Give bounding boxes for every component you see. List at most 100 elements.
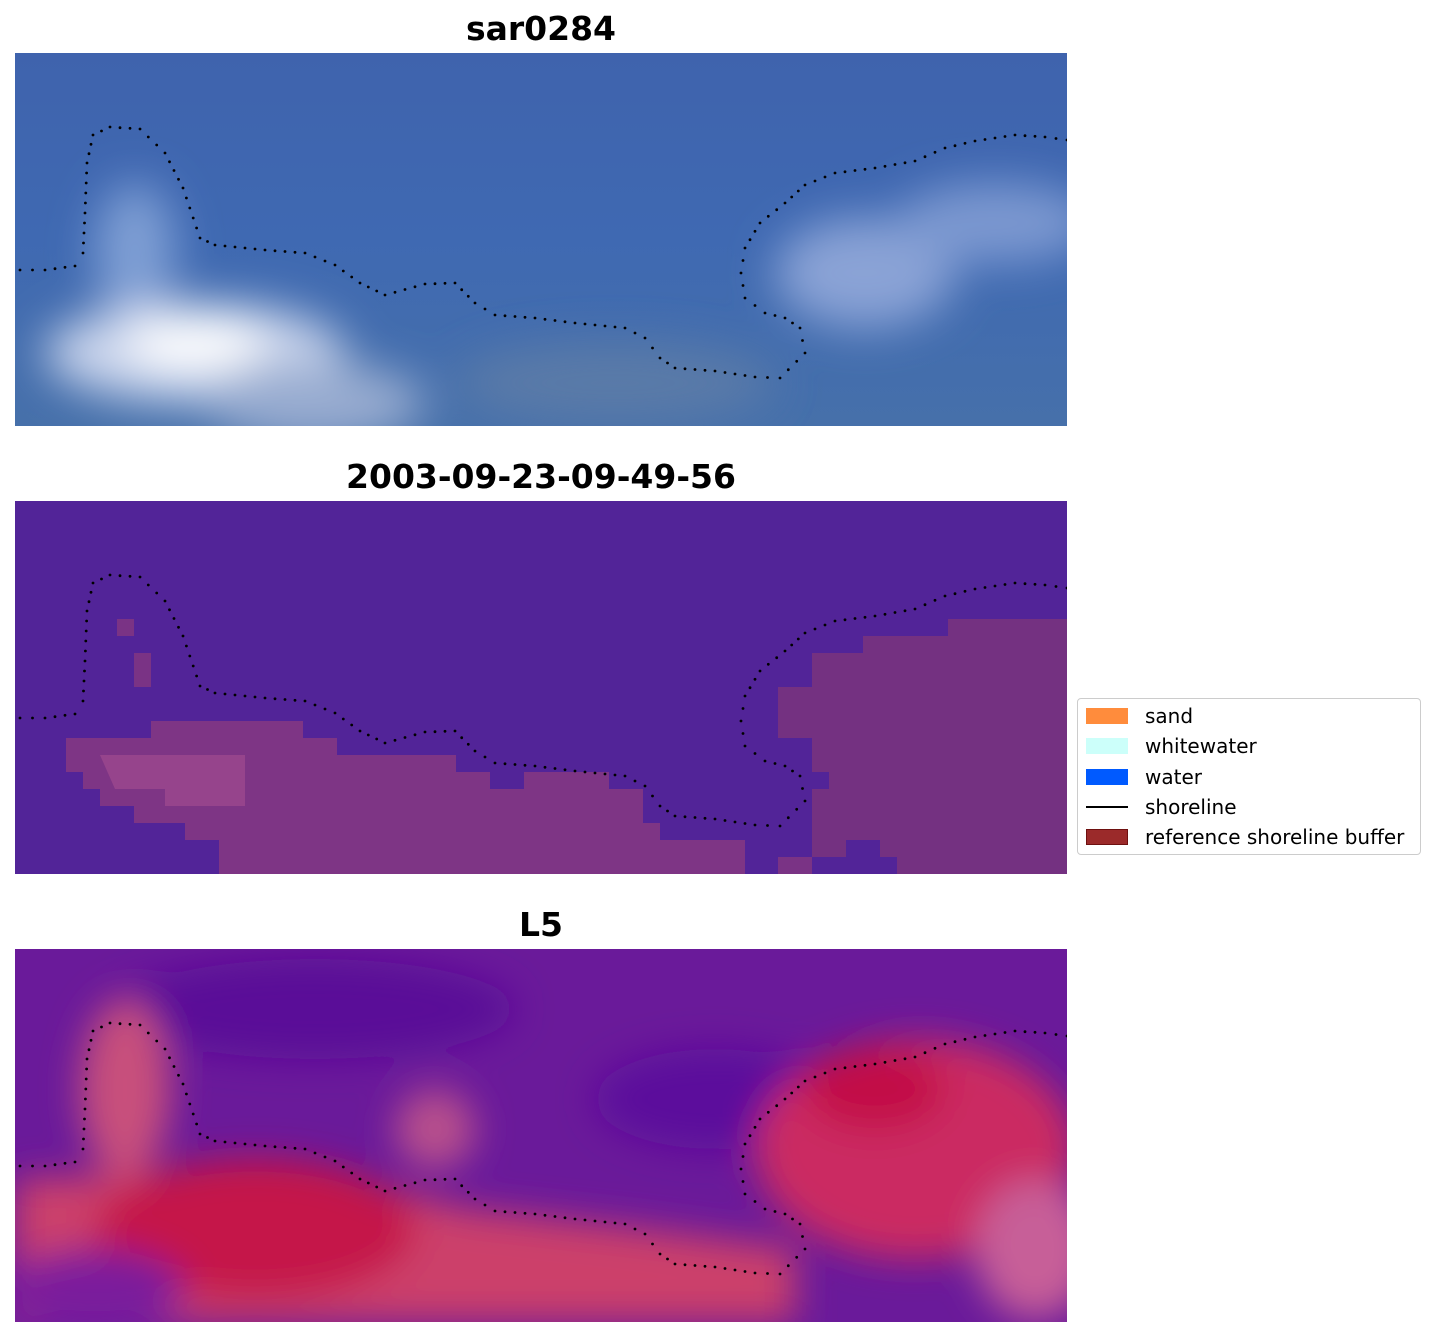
shoreline-dot — [798, 1222, 802, 1226]
shoreline-dot — [503, 762, 507, 766]
shoreline-dot — [323, 1155, 327, 1159]
shoreline-dot — [583, 770, 587, 774]
shoreline-dot — [778, 1272, 782, 1276]
shoreline-dot — [763, 759, 767, 763]
shoreline-dot — [53, 267, 57, 271]
shoreline-dot — [748, 1134, 752, 1138]
shoreline-dot — [933, 1046, 937, 1050]
shoreline-dot — [403, 1184, 407, 1187]
shoreline-dot — [823, 623, 827, 627]
shoreline-dot — [128, 126, 132, 130]
shoreline-dot — [883, 612, 887, 616]
shoreline-dot — [773, 314, 777, 317]
shoreline-dot — [766, 376, 769, 379]
shoreline-dot — [795, 359, 799, 363]
shoreline-dot — [553, 767, 557, 770]
shoreline-dot — [185, 196, 188, 200]
shoreline-dot — [553, 319, 557, 322]
shoreline-dot — [775, 1104, 779, 1108]
shoreline-dot — [603, 772, 607, 776]
shoreline-dot — [651, 794, 654, 798]
shoreline-dot — [623, 1222, 627, 1226]
shoreline-dot — [786, 368, 790, 372]
shoreline-dot — [666, 1257, 669, 1261]
shoreline-dot — [466, 294, 470, 298]
shoreline-dot — [913, 159, 917, 163]
shoreline-dot — [703, 368, 707, 372]
shoreline-dot — [323, 259, 327, 263]
shoreline-dot — [743, 246, 747, 250]
shoreline-dot — [84, 629, 88, 633]
shoreline-dot — [783, 1212, 787, 1216]
shoreline-dot — [973, 1035, 977, 1039]
shoreline-dot — [443, 729, 447, 733]
shoreline-dot — [1054, 137, 1058, 140]
shoreline-dot — [633, 331, 637, 335]
shoreline-dot — [89, 142, 93, 146]
shoreline-dot — [443, 1177, 447, 1181]
shoreline-dot — [84, 1087, 88, 1091]
shoreline-dot — [823, 1071, 827, 1075]
shoreline-dot — [155, 143, 159, 147]
shoreline-dot — [813, 1075, 817, 1079]
shoreline-dot — [803, 183, 807, 187]
shoreline-dot — [383, 293, 387, 297]
shoreline-dot — [613, 1221, 617, 1225]
shoreline-dot — [753, 304, 757, 307]
shoreline-dot — [138, 575, 142, 579]
shoreline-dot — [293, 1146, 297, 1150]
shoreline-dot — [973, 139, 977, 143]
shoreline-dot — [673, 1262, 677, 1266]
shoreline-dot — [503, 1210, 507, 1214]
shoreline-dot — [195, 226, 199, 230]
shoreline-dot — [623, 774, 627, 778]
shoreline-dot — [563, 1216, 567, 1220]
shoreline-dot — [743, 374, 747, 377]
shoreline-dot — [423, 1178, 427, 1182]
shoreline-dot — [253, 1143, 257, 1147]
shoreline-dot — [185, 644, 188, 648]
shoreline-dot — [31, 1164, 34, 1168]
shoreline-dot — [773, 1210, 777, 1213]
rgb-image-panel — [15, 53, 1067, 426]
shoreline-dot — [206, 1136, 209, 1139]
shoreline-dot — [603, 1220, 607, 1224]
shoreline-dot — [791, 1217, 794, 1221]
shoreline-dot — [803, 631, 807, 635]
shoreline-dot — [31, 268, 34, 272]
shoreline-dot — [85, 619, 88, 623]
shoreline-dot — [573, 321, 577, 325]
shoreline-dot — [651, 1242, 654, 1246]
shoreline-dot — [573, 1217, 577, 1221]
shoreline-dot — [84, 1097, 87, 1101]
shoreline-dot — [758, 669, 762, 673]
shoreline-dot — [313, 1151, 317, 1155]
shoreline-dot — [583, 322, 587, 326]
shoreline-dot — [943, 146, 947, 150]
shoreline-dot — [393, 738, 397, 742]
shoreline-dot — [853, 1065, 857, 1068]
shoreline-dot — [493, 761, 497, 765]
shoreline-dot — [233, 693, 237, 697]
shoreline-dot — [723, 819, 727, 822]
shoreline-dot — [753, 229, 757, 233]
shoreline-dot — [195, 1122, 199, 1126]
shoreline-dot — [198, 684, 202, 688]
shoreline-dot — [703, 1264, 707, 1268]
shoreline-dot — [766, 1272, 769, 1275]
shoreline-dot — [273, 249, 277, 253]
shoreline-dot — [753, 1200, 757, 1203]
shoreline-dot — [703, 816, 707, 820]
shoreline-dot — [753, 1125, 757, 1129]
shoreline-dot — [128, 1022, 132, 1026]
shoreline-dot — [82, 231, 86, 235]
legend-item-whitewater: whitewater — [1086, 734, 1257, 758]
shoreline-dot — [733, 820, 737, 824]
shoreline-dot — [893, 611, 897, 614]
shoreline-dot — [198, 1132, 202, 1136]
shoreline-dot — [358, 281, 362, 285]
shoreline-dot — [1003, 583, 1007, 586]
shoreline-dot — [683, 367, 687, 371]
shoreline-dot — [833, 1067, 837, 1071]
shoreline-dot — [82, 1127, 86, 1131]
